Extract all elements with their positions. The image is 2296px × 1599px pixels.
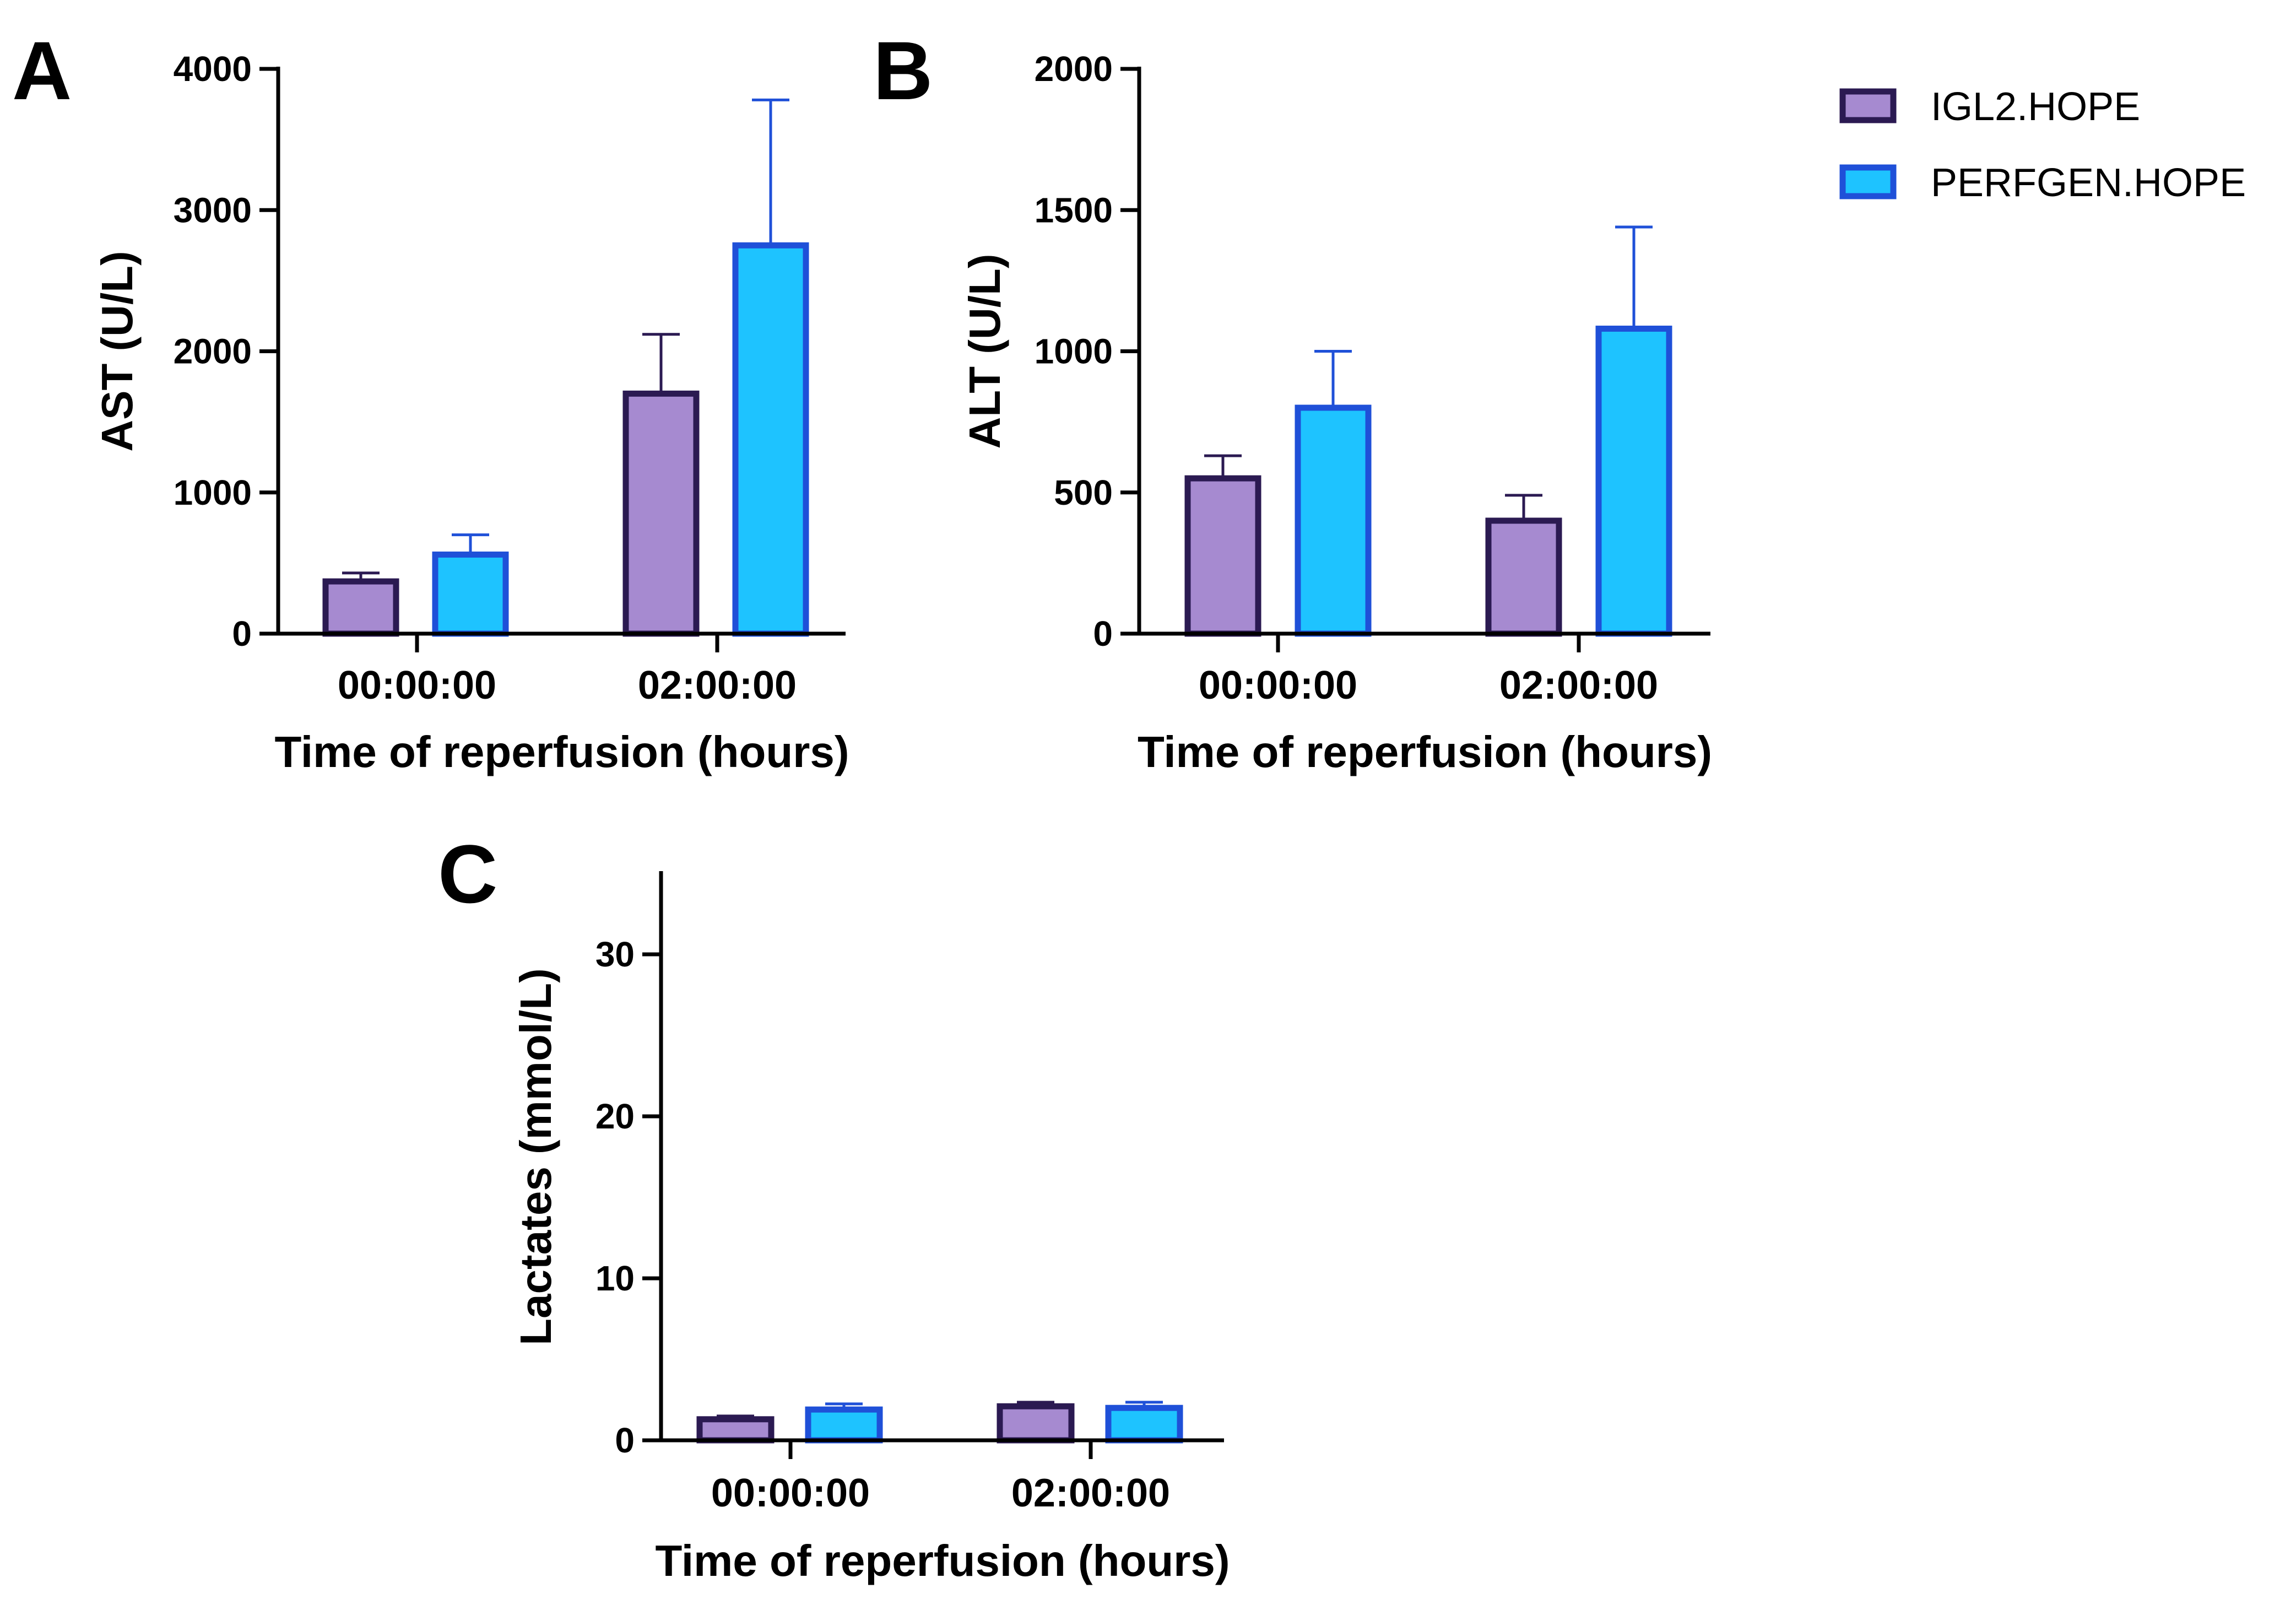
y-axis-title: AST (U/L) bbox=[93, 251, 142, 451]
bar-igl2-hope-2 bbox=[622, 390, 700, 637]
bar-perfgen-hope-1 bbox=[432, 552, 509, 637]
y-tick-label: 30 bbox=[595, 934, 635, 974]
y-tick-label: 20 bbox=[595, 1096, 635, 1136]
y-tick-label: 3000 bbox=[174, 190, 252, 230]
y-tick-label: 0 bbox=[615, 1420, 635, 1460]
bar-igl2-hope-2 bbox=[997, 1403, 1075, 1444]
bar-perfgen-hope-2 bbox=[1595, 326, 1672, 637]
panel-letter: A bbox=[12, 24, 72, 117]
legend-label-2: PERFGEN.HOPE bbox=[1931, 161, 2246, 205]
x-axis-title: Time of reperfusion (hours) bbox=[274, 727, 849, 776]
x-tick-label: 02:00:00 bbox=[1011, 1471, 1170, 1515]
bar-perfgen-hope-1 bbox=[1295, 404, 1372, 637]
y-tick-label: 1000 bbox=[1035, 332, 1113, 371]
bar-igl2-hope-1 bbox=[322, 578, 399, 637]
x-tick-label: 00:00:00 bbox=[711, 1471, 870, 1515]
bar-perfgen-hope-2 bbox=[732, 242, 809, 637]
y-tick-label: 1500 bbox=[1035, 190, 1113, 230]
panel-c: C 0 10 20 30 00:00:00 02:00:00 Time of reperfus… bbox=[438, 828, 1230, 1585]
legend-swatch-2 bbox=[1839, 164, 1897, 199]
panel-letter: B bbox=[873, 24, 933, 117]
y-axis-title: Lactates (mmol/L) bbox=[511, 968, 560, 1346]
x-tick-label: 00:00:00 bbox=[1199, 663, 1357, 707]
bar-igl2-hope-1 bbox=[696, 1416, 775, 1444]
bar-igl2-hope-2 bbox=[1485, 517, 1562, 637]
bar-perfgen-hope-1 bbox=[805, 1406, 883, 1444]
x-axis-title: Time of reperfusion (hours) bbox=[655, 1536, 1230, 1585]
panel-a: A 0 1000 2000 3000 4000 00:00:00 02:00:00 Time o… bbox=[12, 24, 849, 776]
y-tick-label: 2000 bbox=[174, 332, 252, 371]
x-tick-label: 00:00:00 bbox=[338, 663, 496, 707]
x-tick-label: 02:00:00 bbox=[1499, 663, 1658, 707]
panel-b: B 0 500 1000 1500 2000 00:00:00 02:00:00 Time of… bbox=[873, 24, 1712, 776]
x-axis-title: Time of reperfusion (hours) bbox=[1138, 727, 1712, 776]
y-tick-label: 0 bbox=[1093, 614, 1113, 653]
panel-letter: C bbox=[438, 828, 497, 920]
legend-swatch-1 bbox=[1839, 88, 1897, 123]
x-tick-label: 02:00:00 bbox=[638, 663, 797, 707]
legend-label-1: IGL2.HOPE bbox=[1931, 85, 2140, 129]
y-tick-label: 4000 bbox=[174, 49, 252, 89]
y-tick-label: 500 bbox=[1054, 473, 1113, 512]
bar-perfgen-hope-2 bbox=[1105, 1404, 1183, 1444]
y-axis-title: ALT (U/L) bbox=[960, 254, 1009, 449]
y-tick-label: 10 bbox=[595, 1258, 635, 1298]
bar-igl2-hope-1 bbox=[1184, 475, 1261, 637]
y-tick-label: 0 bbox=[232, 614, 252, 653]
y-tick-label: 1000 bbox=[174, 473, 252, 512]
y-tick-label: 2000 bbox=[1035, 49, 1113, 89]
legend: IGL2.HOPE PERFGEN.HOPE bbox=[1839, 85, 2246, 205]
